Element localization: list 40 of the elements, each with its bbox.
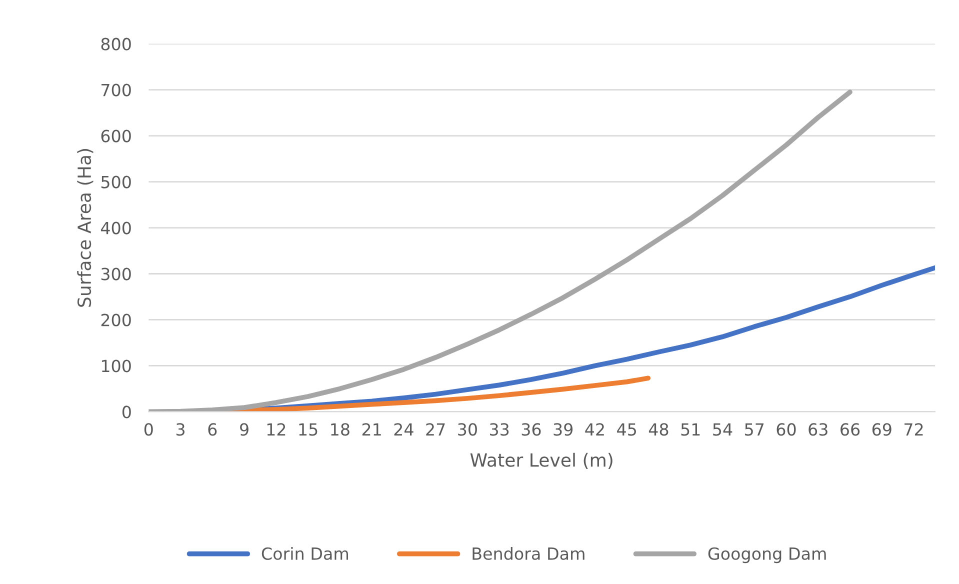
x-tick-label: 54 [713, 423, 732, 436]
y-tick-label: 800 [101, 38, 131, 50]
legend-label: Corin Dam [262, 547, 348, 560]
x-tick-label: 0 [144, 423, 153, 436]
x-tick-label: 72 [904, 423, 923, 436]
x-tick-label: 42 [585, 423, 604, 436]
x-tick-label: 63 [808, 423, 828, 436]
y-tick-label: 600 [101, 130, 131, 142]
y-tick-label: 300 [101, 268, 131, 280]
y-axis-title: Surface Area (Ha) [77, 149, 94, 307]
x-tick-label: 60 [776, 423, 796, 436]
legend-label: Googong Dam [708, 547, 826, 564]
x-tick-label: 3 [176, 423, 184, 436]
x-tick-label: 15 [299, 423, 318, 436]
x-tick-label: 45 [617, 423, 636, 436]
y-tick-label: 500 [101, 176, 131, 188]
x-tick-label: 69 [872, 423, 892, 436]
y-tick-label: 400 [100, 222, 131, 234]
x-tick-label: 24 [394, 423, 414, 436]
y-tick-label: 700 [102, 84, 131, 96]
line-series [148, 90, 852, 412]
x-tick-label: 66 [840, 423, 860, 436]
x-tick-label: 6 [208, 423, 217, 436]
y-tick-label: 200 [101, 314, 131, 326]
x-tick-label: 18 [331, 423, 350, 436]
x-tick-label: 33 [490, 423, 509, 436]
x-tick-label: 48 [648, 423, 668, 436]
x-tick-label: 21 [362, 423, 381, 436]
x-tick-label: 57 [745, 423, 764, 436]
y-tick-label: 100 [102, 360, 131, 372]
x-tick-label: 51 [681, 423, 700, 436]
y-tick-label: 0 [122, 406, 131, 418]
x-tick-label: 36 [522, 423, 541, 436]
x-tick-label: 12 [267, 423, 286, 436]
legend-label: Bendora Dam [472, 547, 584, 560]
x-tick-label: 39 [554, 423, 573, 436]
x-tick-label: 27 [426, 423, 445, 436]
x-tick-label: 30 [458, 423, 477, 436]
x-axis-title: Water Level (m) [470, 452, 612, 469]
x-tick-label: 9 [240, 423, 248, 436]
